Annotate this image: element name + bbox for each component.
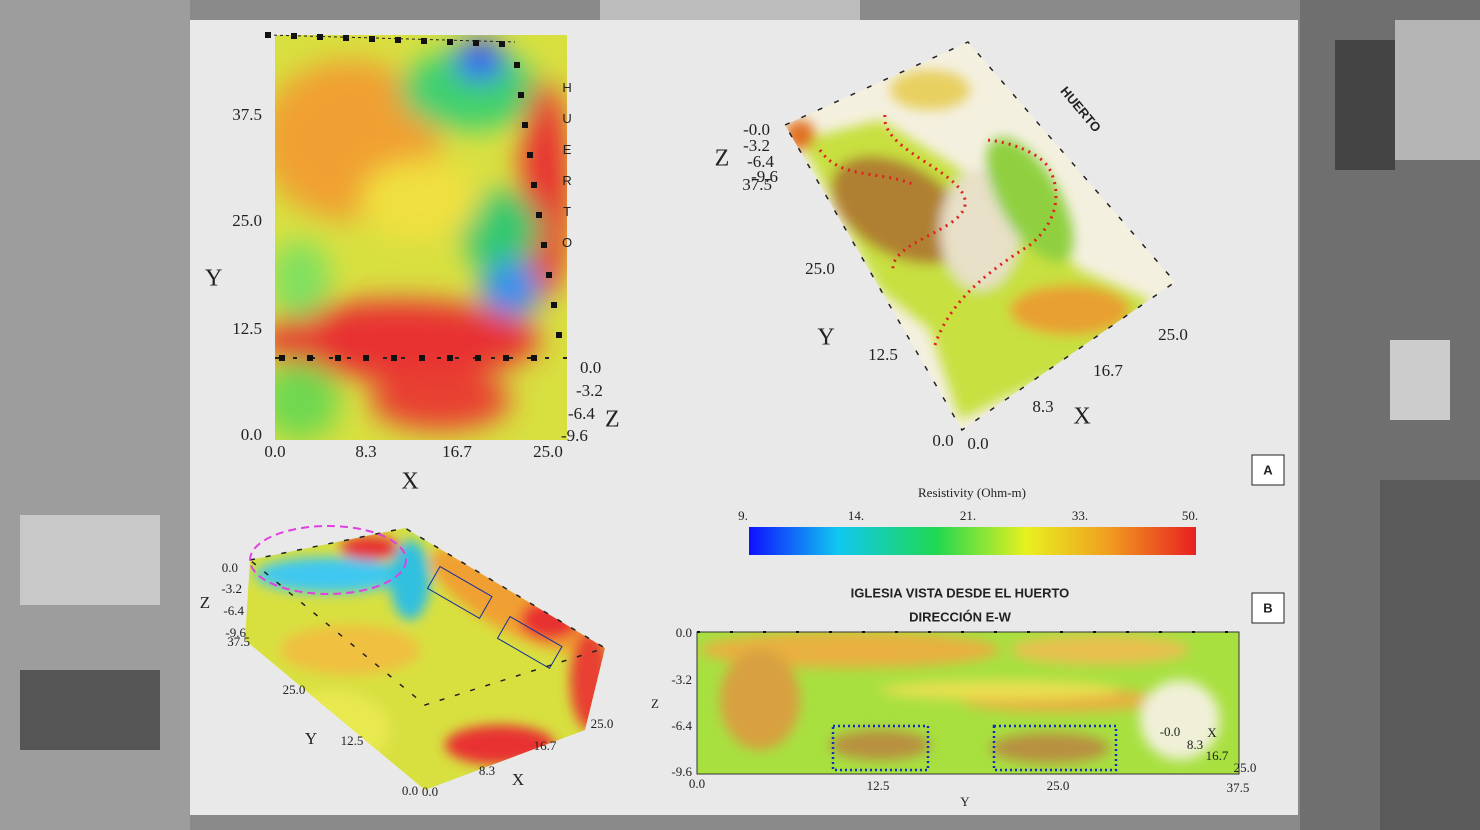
y-tick-label: 25.0 [1047, 778, 1070, 793]
resistivity-model-top-right [785, 42, 1175, 430]
x-tick-label: 0.0 [264, 442, 285, 461]
x-tick-label: 0.0 [967, 434, 988, 453]
axis-title-x: X [401, 469, 418, 495]
section-title: IGLESIA VISTA DESDE EL HUERTO [851, 585, 1070, 600]
box-edge [267, 34, 516, 43]
y-tick-label: 0.0 [689, 776, 705, 791]
y-tick-label: 25.0 [232, 211, 262, 230]
electrode-markers [265, 32, 562, 361]
x-tick-label: 8.3 [1187, 737, 1203, 752]
axis-title-y: Y [205, 266, 222, 292]
colorbar-tick-label: 9. [738, 508, 748, 523]
x-tick-label: 25.0 [591, 716, 614, 731]
y-tick-label: 12.5 [868, 345, 898, 364]
side-label: HUERTO [560, 80, 575, 266]
x-tick-label: 16.7 [1206, 748, 1229, 763]
z-tick-label: -9.6 [225, 625, 246, 640]
x-tick-label: 25.0 [1234, 760, 1257, 775]
x-tick-label: 16.7 [442, 442, 472, 461]
x-tick-label: 25.0 [1158, 325, 1188, 344]
y-tick-label: 37.5 [232, 105, 262, 124]
z-tick-label: -6.4 [568, 404, 595, 423]
z-tick-label: -3.2 [221, 581, 242, 596]
panel-label: A [1263, 462, 1273, 477]
z-tick-label: -6.4 [671, 718, 692, 733]
resistivity-section [697, 632, 1239, 774]
colorbar-tick-label: 33. [1072, 508, 1088, 523]
z-tick-label: -6.4 [223, 603, 244, 618]
label-box [1251, 454, 1285, 486]
electrode-line [249, 527, 607, 706]
axis-title-y: Y [960, 794, 970, 809]
y-tick-label: 0.0 [932, 431, 953, 450]
resistivity-model-top-left [275, 35, 567, 440]
anomaly-box [992, 724, 1118, 772]
x-tick-label: 25.0 [533, 442, 563, 461]
z-tick-label: -9.6 [561, 426, 588, 445]
axis-title-x: X [512, 770, 524, 789]
z-tick-label: -3.2 [743, 136, 770, 155]
axis-title-z: Z [651, 696, 659, 711]
z-tick-label: 37.5 [227, 634, 250, 649]
axis-title-x: X [1073, 404, 1090, 430]
axis-title-x: X [1207, 725, 1217, 740]
y-tick-label: 25.0 [805, 259, 835, 278]
anomaly-box [831, 724, 930, 772]
y-tick-label: 12.5 [341, 733, 364, 748]
x-tick-label: -0.0 [1160, 724, 1181, 739]
y-tick-label: 12.5 [867, 778, 890, 793]
z-tick-label: -0.0 [743, 120, 770, 139]
y-tick-label: 25.0 [283, 682, 306, 697]
y-tick-label: 0.0 [402, 783, 418, 798]
z-tick-label: 37.5 [742, 175, 772, 194]
highlight-ellipse [249, 525, 407, 595]
z-tick-label: 0.0 [580, 358, 601, 377]
z-tick-label: 0.0 [676, 625, 692, 640]
y-tick-label: 12.5 [232, 319, 262, 338]
colorbar-tick-label: 50. [1182, 508, 1198, 523]
colorbar-tick-label: 21. [960, 508, 976, 523]
section-frame [696, 631, 1240, 775]
z-tick-label: 0.0 [222, 560, 238, 575]
z-tick-label: -9.6 [671, 764, 692, 779]
axis-title-z: Z [200, 593, 210, 612]
x-tick-label: 16.7 [1093, 361, 1123, 380]
z-tick-label: -6.4 [747, 152, 774, 171]
x-tick-label: 16.7 [534, 738, 557, 753]
z-tick-label: -3.2 [576, 381, 603, 400]
y-tick-label: 37.5 [1227, 780, 1250, 795]
x-tick-label: 8.3 [1032, 397, 1053, 416]
x-tick-label: 8.3 [479, 763, 495, 778]
x-tick-label: 0.0 [422, 784, 438, 799]
axis-title-y: Y [817, 325, 834, 351]
z-tick-label: -9.6 [751, 167, 778, 186]
axis-title-z: Z [605, 407, 620, 433]
panel-label: B [1263, 600, 1272, 615]
colorbar-tick-label: 14. [848, 508, 864, 523]
z-tick-label: -3.2 [671, 672, 692, 687]
axis-title-z: Z [715, 146, 730, 172]
section-title: DIRECCIÓN E-W [909, 609, 1012, 624]
label-box [1251, 592, 1285, 624]
x-tick-label: 8.3 [355, 442, 376, 461]
colorbar [749, 527, 1196, 555]
axis-title-y: Y [305, 729, 317, 748]
y-tick-label: 0.0 [241, 425, 262, 444]
colorbar-title: Resistivity (Ohm-m) [918, 485, 1026, 500]
